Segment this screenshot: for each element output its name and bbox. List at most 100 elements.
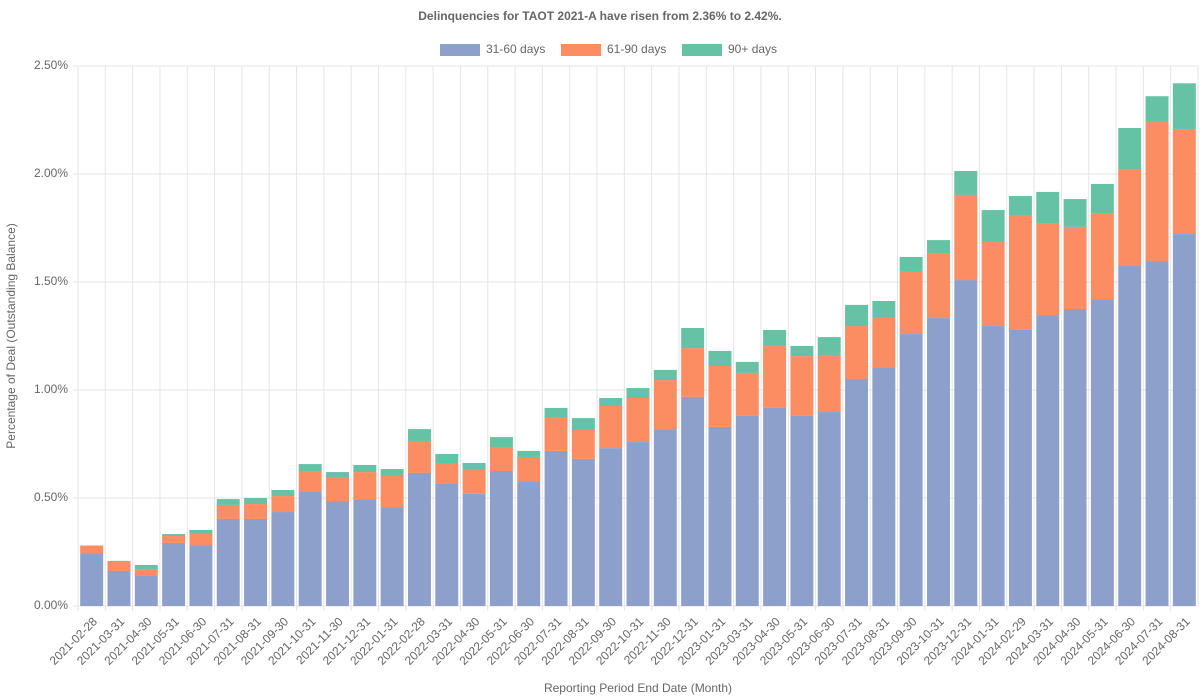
- chart-title: Delinquencies for TAOT 2021-A have risen…: [418, 9, 781, 23]
- bar-segment: [735, 415, 759, 606]
- bar-segment: [1063, 199, 1087, 227]
- y-tick-label: 2.50%: [34, 58, 68, 72]
- bar-segment: [872, 316, 896, 368]
- bar-segment: [489, 447, 513, 471]
- x-axis-title: Reporting Period End Date (Month): [544, 681, 732, 695]
- legend-label[interactable]: 31-60 days: [486, 42, 545, 56]
- bar-segment: [544, 417, 568, 451]
- bar-segment: [189, 545, 213, 606]
- bar-segment: [1118, 127, 1142, 170]
- bar-segment: [927, 240, 950, 254]
- bar-segment: [544, 450, 568, 606]
- bar-segment: [462, 493, 486, 606]
- bar-segment: [1172, 234, 1196, 606]
- bar-segment: [1118, 266, 1142, 606]
- bar-segment: [216, 518, 240, 606]
- bar-segment: [271, 490, 295, 497]
- legend-label[interactable]: 61-90 days: [607, 42, 666, 56]
- y-tick-label: 0.00%: [34, 598, 68, 612]
- bar-segment: [681, 348, 705, 397]
- bar-segment: [489, 471, 513, 606]
- bar-segment: [80, 545, 104, 554]
- bar-segment: [162, 534, 186, 537]
- bar-segment: [1036, 223, 1060, 316]
- bar-segment: [517, 482, 541, 606]
- bar-segment: [107, 561, 131, 572]
- bar-segment: [353, 472, 377, 500]
- bar-segment: [244, 498, 268, 505]
- y-tick-label: 1.50%: [34, 274, 68, 288]
- bar-segment: [954, 280, 978, 606]
- bar-segment: [708, 426, 732, 606]
- bar-segment: [899, 334, 923, 606]
- legend-swatch[interactable]: [440, 44, 480, 56]
- bar-segment: [407, 440, 431, 473]
- bar-segment: [134, 564, 158, 570]
- bar-segment: [872, 301, 896, 317]
- bar-segment: [407, 472, 431, 606]
- legend-swatch[interactable]: [682, 44, 722, 56]
- bar-segment: [790, 415, 814, 606]
- bar-segment: [763, 345, 787, 408]
- bar-segment: [271, 512, 295, 606]
- bar-segment: [845, 326, 869, 379]
- bar-segment: [599, 405, 623, 449]
- bar-segment: [927, 253, 950, 319]
- bar-segment: [1145, 96, 1169, 122]
- bar-segment: [1063, 226, 1087, 309]
- bar-segment: [653, 369, 677, 381]
- bar-segment: [790, 345, 814, 357]
- legend-swatch[interactable]: [561, 44, 601, 56]
- bar-segment: [653, 380, 677, 430]
- bar-segment: [1145, 261, 1169, 606]
- bar-segment: [954, 170, 978, 195]
- bar-segment: [1008, 329, 1032, 606]
- y-tick-label: 0.50%: [34, 490, 68, 504]
- bar-segment: [544, 407, 568, 417]
- bar-segment: [380, 507, 404, 606]
- bar-segment: [817, 412, 841, 606]
- bar-segment: [1090, 299, 1114, 606]
- bar-segment: [681, 396, 705, 606]
- bar-segment: [326, 477, 349, 502]
- bar-segment: [435, 453, 459, 464]
- bar-segment: [626, 388, 650, 398]
- bar-segment: [763, 407, 787, 606]
- bar-segment: [189, 532, 213, 546]
- bar-segment: [216, 499, 240, 505]
- bar-segment: [817, 337, 841, 356]
- bar-segment: [380, 475, 404, 508]
- bar-segment: [244, 518, 268, 606]
- bar-segment: [954, 194, 978, 281]
- bar-segment: [735, 361, 759, 373]
- bar-segment: [298, 491, 322, 606]
- bar-segment: [1172, 83, 1196, 130]
- y-tick-label: 1.00%: [34, 382, 68, 396]
- y-axis-title: Percentage of Deal (Outstanding Balance): [4, 223, 18, 448]
- bar-segment: [326, 501, 349, 606]
- bar-segment: [189, 529, 213, 533]
- bar-segment: [1172, 129, 1196, 235]
- bar-segment: [134, 575, 158, 606]
- bar-segment: [1090, 213, 1114, 300]
- bar-segment: [981, 242, 1005, 327]
- bar-segment: [981, 210, 1005, 243]
- bar-segment: [1008, 196, 1032, 216]
- bar-segment: [407, 429, 431, 441]
- bar-segment: [599, 448, 623, 606]
- bar-segment: [134, 569, 158, 576]
- bar-segment: [380, 469, 404, 476]
- bar-segment: [899, 270, 923, 335]
- bar-segment: [80, 553, 104, 606]
- bar-segment: [353, 499, 377, 606]
- legend-label[interactable]: 90+ days: [728, 42, 777, 56]
- bar-segment: [489, 437, 513, 448]
- bar-segment: [462, 469, 486, 494]
- bar-segment: [763, 329, 787, 346]
- bar-segment: [1090, 183, 1114, 214]
- bar-segment: [599, 397, 623, 406]
- bar-segment: [571, 418, 595, 430]
- bar-segment: [298, 464, 322, 471]
